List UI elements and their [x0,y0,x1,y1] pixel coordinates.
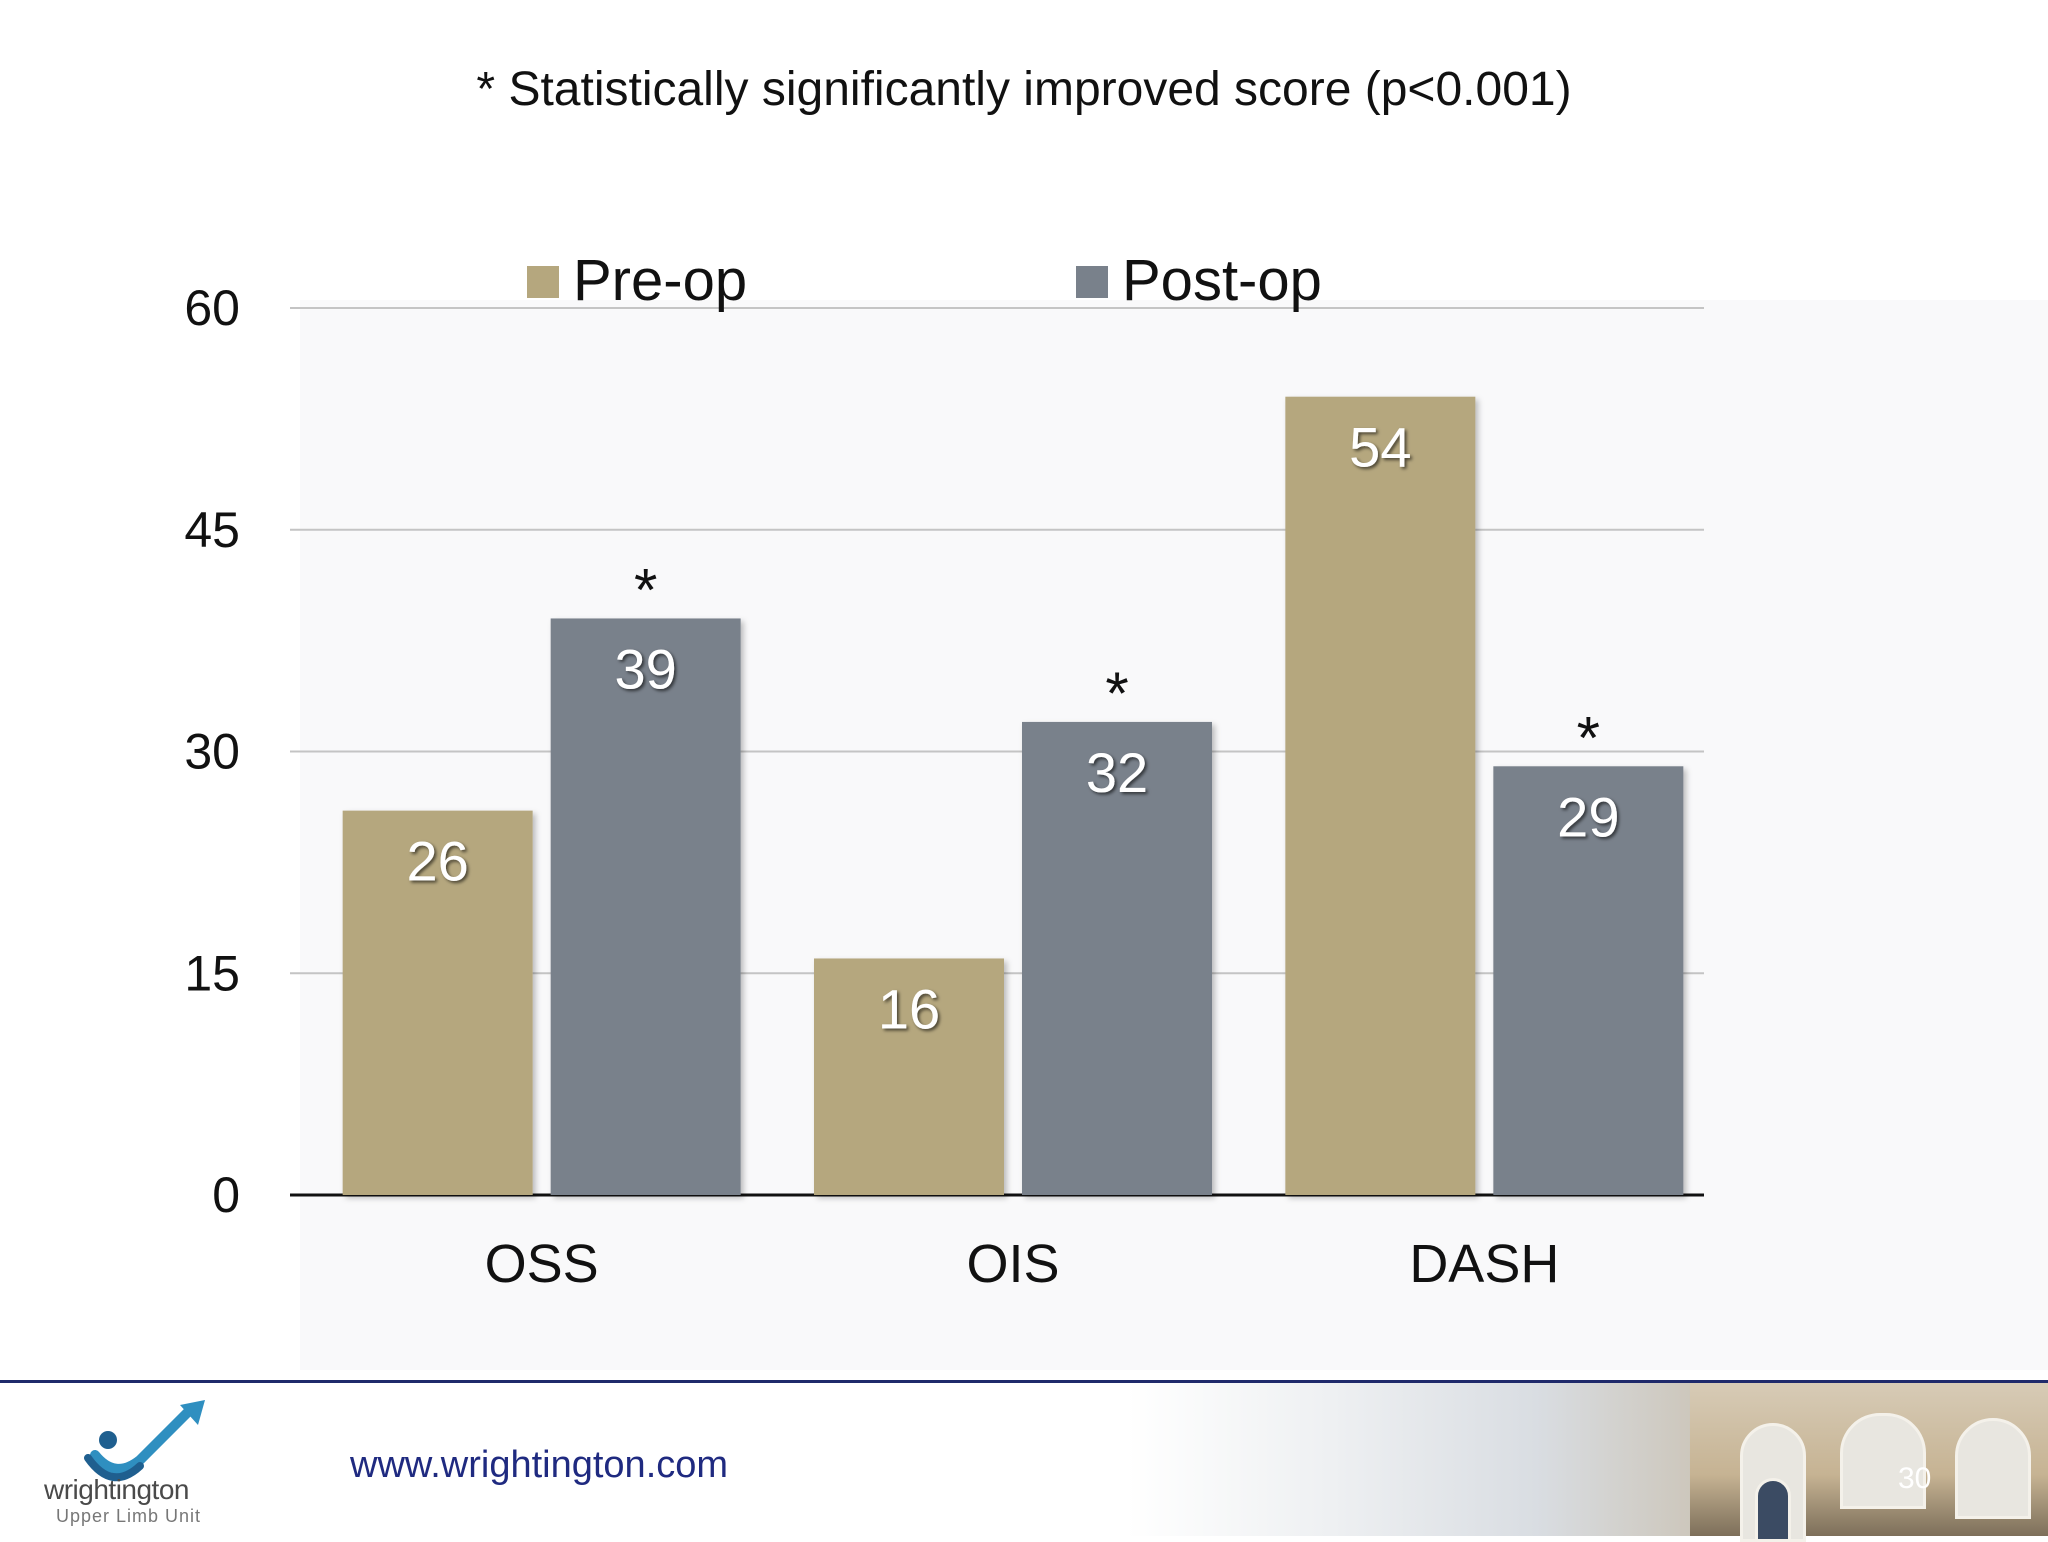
logo-subtitle: Upper Limb Unit [56,1506,202,1526]
legend-swatch [1076,266,1108,298]
bar-post-op-ois [1022,721,1212,1195]
wrightington-logo [84,1400,205,1482]
bar-value-label: 26 [407,830,469,893]
bar-value-label: 54 [1349,416,1411,479]
legend-label: Post-op [1122,248,1322,313]
y-tick-label: 60 [184,280,240,336]
bar-post-op-dash [1493,766,1684,1195]
y-tick-label: 30 [184,724,240,780]
legend-swatch [527,266,559,298]
building-photo [1690,1383,2048,1542]
chart-subtitle: * Statistically significantly improved s… [476,63,1572,116]
photo-window [1840,1413,1926,1509]
significance-marker: * [1105,660,1128,727]
bar-pre-op-oss [342,810,533,1195]
bar-pre-op-dash [1285,396,1476,1195]
legend-label: Pre-op [573,248,747,313]
photo-door [1755,1478,1791,1542]
footer-divider [0,1380,2048,1383]
page-number: 30 [1898,1462,1932,1495]
logo-name: wrightington [44,1474,189,1505]
y-tick-label: 45 [184,502,240,558]
website-link[interactable]: www.wrightington.com [350,1444,729,1486]
bar-chart: 0 15 30 45 60 26 39 * OSS 16 32 * OIS 54 29 * DASH Pre-o… [184,248,1704,1294]
x-tick-label: DASH [1409,1234,1559,1294]
significance-marker: * [634,556,657,623]
photo-window [1955,1418,2031,1519]
bar-post-op-oss [550,618,741,1195]
bar-value-label: 29 [1557,785,1619,848]
bar-pre-op-ois [814,958,1004,1195]
significance-marker: * [1577,704,1600,771]
y-tick-label: 0 [212,1167,240,1223]
x-tick-label: OIS [966,1234,1059,1294]
bar-value-label: 32 [1086,741,1148,804]
bar-value-label: 39 [615,637,677,700]
y-tick-label: 15 [184,945,240,1001]
x-tick-label: OSS [485,1234,599,1294]
bar-value-label: 16 [878,977,940,1040]
